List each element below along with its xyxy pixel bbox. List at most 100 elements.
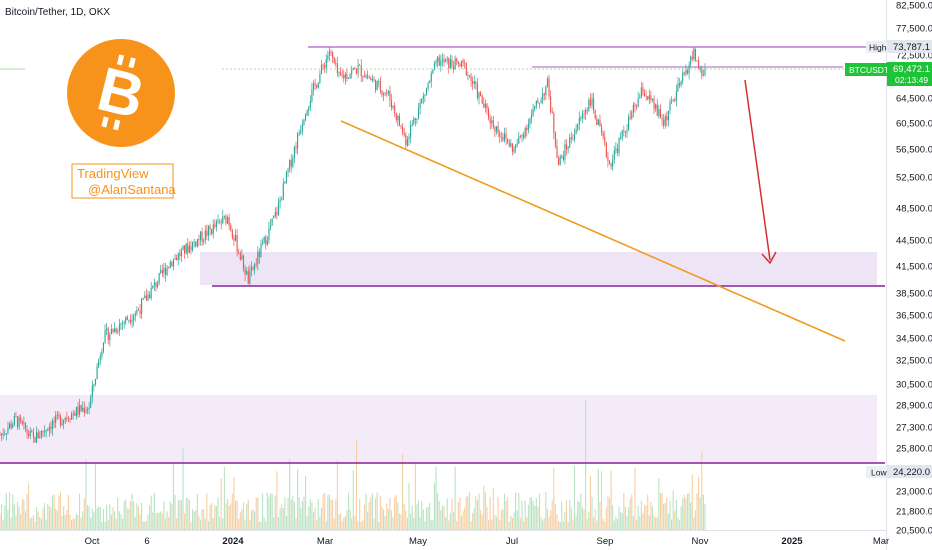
candle-body: [527, 124, 529, 131]
low-label-bg: [866, 466, 887, 478]
volume-bar: [39, 517, 41, 530]
volume-bar: [615, 516, 617, 530]
candle-body: [618, 138, 620, 153]
candle-body: [26, 429, 28, 434]
candle-body: [255, 263, 257, 265]
volume-bar: [457, 501, 459, 530]
candle-body: [400, 125, 402, 127]
volume-bar: [551, 500, 553, 530]
volume-bar: [287, 497, 289, 530]
volume-bar: [319, 516, 321, 530]
candle-body: [293, 147, 295, 158]
volume-bar: [448, 520, 450, 530]
x-tick-label: Mar: [317, 536, 333, 547]
volume-bar: [263, 517, 265, 530]
candle-body: [109, 334, 111, 341]
candle-body: [585, 110, 587, 114]
candle-body: [558, 157, 560, 165]
candle-body: [36, 432, 38, 443]
candle-body: [338, 72, 340, 74]
y-tick-label: 36,500.0: [896, 311, 932, 322]
candle-body: [309, 101, 311, 108]
volume-bar: [355, 439, 358, 530]
candle-body: [457, 61, 459, 64]
volume-bar: [472, 512, 474, 530]
candle-body: [156, 283, 159, 288]
volume-bar: [330, 499, 332, 530]
volume-bar: [276, 471, 278, 530]
volume-bar: [88, 506, 90, 530]
volume-bar: [578, 502, 580, 530]
y-tick-label: 20,500.0: [896, 526, 932, 537]
volume-bar: [637, 505, 639, 530]
candle-body: [185, 243, 187, 254]
candle-body: [360, 65, 362, 77]
candle-body: [386, 93, 388, 95]
volume-bar: [249, 519, 251, 530]
candle-body: [376, 81, 378, 91]
candle-body: [352, 68, 354, 70]
volume-bar: [476, 500, 478, 530]
candle-body: [378, 80, 380, 82]
candle-body: [171, 262, 173, 267]
volume-bar: [55, 508, 57, 530]
y-tick-label: 21,800.0: [896, 507, 932, 518]
candle-body: [177, 253, 179, 261]
volume-bar: [629, 498, 631, 530]
candle-body: [696, 60, 698, 62]
volume-bar: [193, 511, 195, 530]
volume-bar: [303, 496, 305, 530]
candle-body: [354, 68, 356, 70]
candle-body: [572, 138, 574, 140]
y-tick-label: 27,300.0: [896, 423, 932, 434]
candle-body: [607, 157, 609, 161]
candle-body: [575, 129, 577, 135]
candle-body: [651, 98, 654, 100]
candle-body: [529, 118, 531, 125]
volume-bar: [414, 461, 416, 530]
volume-bar: [79, 493, 81, 530]
volume-bar: [581, 507, 584, 530]
volume-bar: [656, 517, 658, 530]
volume-bar: [468, 492, 471, 530]
candle-body: [260, 244, 262, 258]
volume-bar: [40, 518, 42, 530]
candle-body: [238, 252, 240, 254]
volume-bar: [631, 494, 633, 530]
candle-body: [282, 183, 284, 200]
volume-bar: [510, 515, 512, 530]
volume-bar: [1, 504, 3, 530]
candle-body: [505, 133, 507, 139]
candle-body: [454, 58, 456, 70]
candle-body: [287, 169, 289, 172]
volume-bar: [18, 507, 20, 530]
candle-body: [628, 116, 630, 131]
candle-body: [77, 406, 79, 415]
volume-bar: [384, 516, 386, 530]
candle-body: [532, 108, 534, 115]
candle-body: [104, 330, 106, 343]
volume-bar: [363, 504, 365, 530]
volume-bar: [279, 508, 281, 530]
volume-bar: [554, 503, 556, 530]
candle-body: [640, 87, 642, 98]
candle-body: [623, 130, 625, 132]
volume-bar: [440, 509, 442, 530]
candle-body: [502, 137, 504, 141]
candle-body: [484, 103, 486, 108]
volume-bar: [494, 515, 496, 530]
candle-body: [137, 310, 140, 311]
volume-bar: [171, 504, 173, 530]
volume-bar: [271, 493, 273, 530]
volume-bar: [50, 507, 52, 530]
volume-bar: [354, 515, 356, 530]
volume-bar: [37, 511, 39, 530]
volume-bar: [222, 518, 224, 530]
volume-bar: [314, 507, 316, 530]
candle-body: [335, 62, 337, 64]
candle-body: [45, 429, 47, 432]
volume-bar: [575, 515, 577, 530]
volume-bar: [585, 400, 587, 530]
volume-bar: [215, 505, 217, 530]
candle-body: [567, 147, 569, 150]
